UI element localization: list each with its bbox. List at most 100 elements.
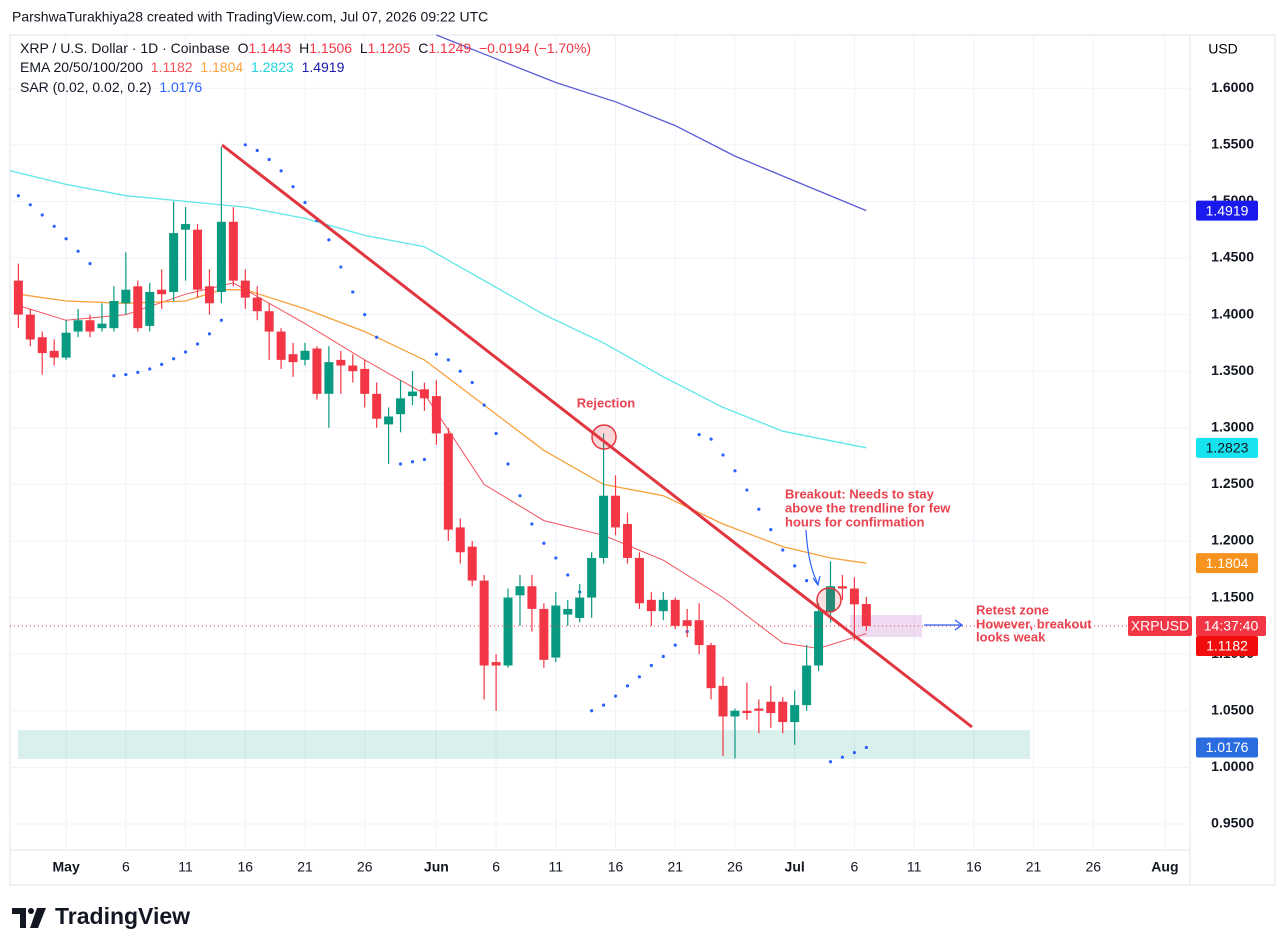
sar-dot bbox=[506, 462, 510, 466]
sar-dot bbox=[566, 573, 570, 577]
sar-dot bbox=[183, 350, 188, 354]
price-badge-label: 1.1182 bbox=[1206, 638, 1248, 654]
sar-dot bbox=[88, 262, 92, 266]
y-tick-label: 1.0500 bbox=[1211, 701, 1254, 717]
sar-dot bbox=[781, 548, 785, 552]
x-tick-label: 6 bbox=[850, 859, 858, 875]
candle-body bbox=[312, 348, 322, 394]
sar-dot bbox=[64, 237, 68, 241]
sar-dot bbox=[518, 494, 522, 498]
y-tick-label: 1.3000 bbox=[1211, 418, 1254, 434]
indicator-lines bbox=[9, 34, 868, 764]
annotations: Rejection Breakout: Needs to stay above … bbox=[577, 395, 1093, 644]
x-tick-label: 11 bbox=[178, 859, 193, 875]
x-tick-label: 16 bbox=[966, 859, 982, 875]
candle-body bbox=[181, 224, 191, 230]
sar-dot bbox=[721, 453, 725, 457]
candle-body bbox=[252, 297, 262, 312]
candle-body bbox=[766, 701, 776, 714]
ema-value: 1.2823 bbox=[250, 59, 294, 75]
candle-body bbox=[479, 580, 489, 666]
candle-body bbox=[97, 323, 107, 329]
retest-arrow-head bbox=[954, 619, 964, 631]
candle-body bbox=[443, 433, 453, 530]
ohlc-value: 1.1443 bbox=[248, 40, 292, 56]
y-tick-label: 1.2000 bbox=[1211, 532, 1254, 548]
countdown-badge bbox=[1196, 615, 1266, 636]
ema-label: EMA 20/50/100/200 bbox=[20, 59, 143, 75]
legend-ohlc: XRP / U.S. Dollar · 1D · Coinbase O1.144… bbox=[20, 39, 591, 58]
candle-body bbox=[611, 495, 621, 528]
x-tick-label: 26 bbox=[1085, 859, 1101, 875]
y-tick-label: 1.0000 bbox=[1211, 758, 1254, 774]
sar-dot bbox=[637, 675, 642, 679]
sar-dot bbox=[805, 578, 809, 583]
candle-body bbox=[706, 645, 716, 689]
currency: USD bbox=[1208, 41, 1238, 57]
sar-dot bbox=[327, 238, 331, 242]
candle-body bbox=[407, 391, 417, 397]
price-badge bbox=[1196, 200, 1258, 221]
grid bbox=[10, 35, 1190, 850]
sar-dot bbox=[375, 335, 379, 339]
sar-dot bbox=[112, 374, 116, 378]
annotation: looks weak bbox=[976, 629, 1046, 644]
indicator-line bbox=[9, 170, 867, 449]
ohlc-key: L bbox=[359, 40, 368, 56]
ohlc-key: H bbox=[299, 40, 310, 56]
candle-body bbox=[503, 597, 513, 666]
candle-body bbox=[336, 359, 346, 366]
sar-dot bbox=[601, 703, 606, 707]
candle-body bbox=[360, 368, 370, 394]
ohlc-value: 1.1506 bbox=[309, 40, 353, 56]
ema-value: 1.1182 bbox=[150, 59, 193, 75]
candle-body bbox=[431, 396, 441, 434]
sar-dot bbox=[673, 643, 677, 647]
candle-body bbox=[802, 665, 812, 706]
sar-dot bbox=[136, 370, 140, 374]
x-tick-label: 11 bbox=[549, 859, 564, 875]
price-badge bbox=[1196, 635, 1258, 656]
candle-body bbox=[778, 701, 788, 723]
sar-dot bbox=[828, 760, 833, 764]
x-tick-label: Jul bbox=[785, 859, 805, 875]
x-tick-label: 6 bbox=[492, 859, 500, 875]
ema-value: 1.4919 bbox=[301, 59, 345, 75]
y-tick-label: 1.5500 bbox=[1211, 136, 1254, 152]
legend-ema: EMA 20/50/100/200 1.1182 1.1804 1.2823 1… bbox=[20, 58, 344, 77]
candle-body bbox=[348, 365, 358, 372]
change: −0.0194 (−1.70%) bbox=[478, 40, 592, 56]
candle-body bbox=[861, 604, 871, 626]
candle-body bbox=[396, 398, 406, 415]
y-tick-label: 0.9500 bbox=[1211, 815, 1254, 831]
logo-mark bbox=[28, 908, 34, 914]
candle-body bbox=[575, 597, 585, 618]
sar-dot bbox=[697, 432, 701, 437]
candle-body bbox=[694, 620, 704, 646]
sar-dot bbox=[76, 249, 80, 253]
sar-label: SAR (0.02, 0.02, 0.2) bbox=[20, 79, 152, 95]
candle-body bbox=[539, 608, 549, 660]
candle-body bbox=[37, 337, 47, 354]
sar-dot bbox=[864, 745, 868, 750]
sar-dot bbox=[649, 663, 653, 668]
sar-dot bbox=[398, 462, 403, 466]
candle-body bbox=[682, 620, 692, 626]
candle-body bbox=[754, 708, 764, 711]
price-badge bbox=[1196, 553, 1258, 574]
sar-dot bbox=[363, 312, 367, 317]
sar-dot bbox=[458, 369, 462, 373]
candle-body bbox=[264, 311, 274, 332]
sar-dot bbox=[255, 148, 259, 153]
y-tick-label: 1.2500 bbox=[1211, 475, 1254, 491]
x-tick-label: 21 bbox=[667, 859, 683, 875]
sar-dot bbox=[28, 203, 32, 207]
sar-dot bbox=[267, 157, 271, 162]
candle-body bbox=[145, 291, 155, 326]
candle-body bbox=[85, 320, 95, 332]
brand: TradingView bbox=[55, 903, 190, 929]
logo: TradingView bbox=[12, 903, 190, 929]
candles bbox=[13, 147, 871, 759]
x-tick-label: 26 bbox=[357, 859, 373, 875]
price-badge-label: 1.2823 bbox=[1206, 440, 1249, 456]
